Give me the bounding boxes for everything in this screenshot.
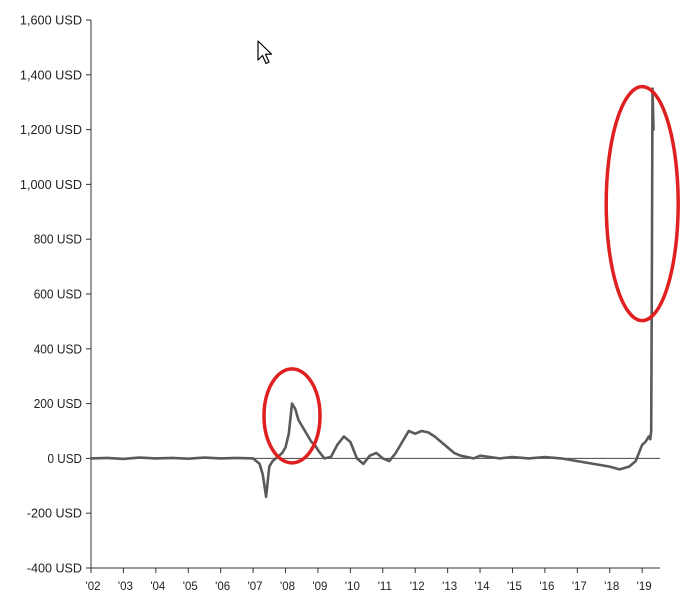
y-tick-label: 600 USD — [34, 288, 82, 302]
annotation-layer — [262, 84, 680, 465]
highlight-ellipse — [604, 84, 680, 323]
x-tick-label: '11 — [378, 581, 392, 593]
x-tick-label: '17 — [572, 581, 587, 593]
x-tick-label: '09 — [312, 581, 327, 593]
y-tick-label: 1,200 USD — [20, 123, 82, 137]
y-tick-label: 1,000 USD — [20, 178, 82, 192]
mouse-cursor-icon — [257, 40, 273, 65]
series-layer — [89, 87, 655, 499]
x-tick-label: '12 — [410, 581, 425, 593]
x-tick-label: '16 — [539, 581, 554, 593]
x-tick-label: '04 — [150, 581, 166, 593]
y-tick-label: 1,400 USD — [20, 68, 82, 82]
x-tick-label: '02 — [86, 581, 101, 593]
x-tick-label: '15 — [507, 581, 522, 593]
x-tick-label: '19 — [637, 581, 652, 593]
x-tick-label: '08 — [280, 581, 295, 593]
highlight-ellipse — [262, 367, 322, 465]
series-line — [89, 87, 655, 499]
x-tick-label: '18 — [604, 581, 619, 593]
x-tick-label: '06 — [215, 581, 230, 593]
y-tick-label: 400 USD — [34, 342, 82, 356]
x-tick-label: '03 — [118, 581, 133, 593]
x-tick-label: '07 — [248, 581, 263, 593]
y-tick-label: 200 USD — [34, 397, 82, 411]
ticks: 1,600 USD 1,400 USD 1,200 USD 1,000 USD 800 … — [20, 14, 652, 594]
x-tick-label: '14 — [475, 581, 491, 593]
y-tick-label: 0 USD — [48, 452, 83, 466]
x-tick-label: '13 — [442, 581, 457, 593]
x-tick-label: '10 — [345, 581, 360, 593]
y-tick-label: 800 USD — [34, 233, 82, 247]
y-tick-label: -200 USD — [27, 507, 82, 521]
y-tick-label: 1,600 USD — [20, 14, 82, 28]
axes — [90, 20, 660, 569]
x-tick-label: '05 — [183, 581, 198, 593]
y-tick-label: -400 USD — [27, 562, 82, 576]
